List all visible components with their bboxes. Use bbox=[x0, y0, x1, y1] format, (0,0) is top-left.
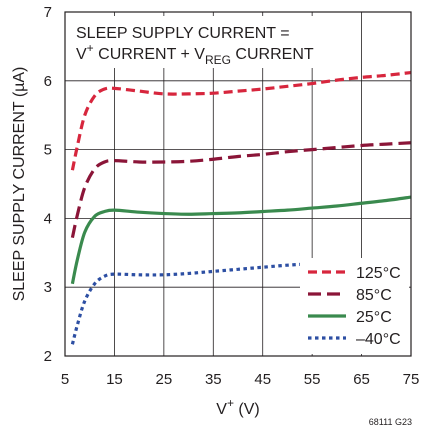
annotation-box: SLEEP SUPPLY CURRENT = V+ CURRENT + VREG… bbox=[68, 16, 318, 68]
annotation-line-1: SLEEP SUPPLY CURRENT = bbox=[76, 25, 290, 42]
x-axis-label: V+ (V) bbox=[216, 396, 259, 418]
x-tick-label-5: 5 bbox=[61, 371, 69, 388]
plot-frame bbox=[64, 11, 412, 357]
annotation-line-2: V+ CURRENT + VREG CURRENT bbox=[76, 41, 314, 67]
annotation-reg-subscript: REG bbox=[205, 53, 231, 67]
x-axis-label-unit: (V) bbox=[234, 401, 260, 418]
legend-label-3: –40°C bbox=[356, 331, 401, 348]
y-tick-label-7: 7 bbox=[44, 4, 52, 21]
annotation-v-superscript: + bbox=[87, 41, 94, 55]
x-tick-label-15: 15 bbox=[106, 371, 123, 388]
y-tick-label-5: 5 bbox=[44, 142, 52, 159]
x-tick-label-75: 75 bbox=[403, 371, 420, 388]
legend-label-2: 25°C bbox=[356, 309, 392, 326]
legend-label-0: 125°C bbox=[356, 265, 401, 282]
y-tick-label-6: 6 bbox=[44, 73, 52, 90]
x-tick-label-65: 65 bbox=[353, 371, 370, 388]
x-axis-label-superscript: + bbox=[227, 396, 234, 410]
series-line-2 bbox=[70, 195, 412, 285]
y-tick-label-2: 2 bbox=[44, 348, 52, 365]
series-line-3 bbox=[70, 260, 411, 345]
figure-code: 68111 G23 bbox=[369, 417, 412, 427]
annotation-background bbox=[68, 16, 318, 68]
y-axis-label: SLEEP SUPPLY CURRENT (µA) bbox=[11, 67, 28, 302]
series-layer bbox=[70, 70, 412, 345]
x-tick-labels: 5 15 25 35 45 55 65 75 bbox=[61, 371, 420, 388]
x-axis-label-v: V bbox=[216, 401, 227, 418]
annotation-current: CURRENT bbox=[231, 46, 314, 63]
y-tick-labels: 2 3 4 5 6 7 bbox=[44, 4, 52, 365]
x-tick-label-25: 25 bbox=[156, 371, 173, 388]
y-tick-label-3: 3 bbox=[44, 279, 52, 296]
annotation-v: V bbox=[76, 46, 87, 63]
x-tick-label-35: 35 bbox=[205, 371, 222, 388]
annotation-current-plus-v: CURRENT + V bbox=[94, 46, 206, 63]
legend-label-1: 85°C bbox=[356, 287, 392, 304]
x-tick-label-45: 45 bbox=[254, 371, 271, 388]
series-line-1 bbox=[70, 141, 412, 239]
legend: 125°C 85°C 25°C –40°C bbox=[300, 258, 409, 354]
series-line-0 bbox=[70, 70, 412, 171]
y-tick-label-4: 4 bbox=[44, 210, 52, 227]
x-tick-label-55: 55 bbox=[304, 371, 321, 388]
